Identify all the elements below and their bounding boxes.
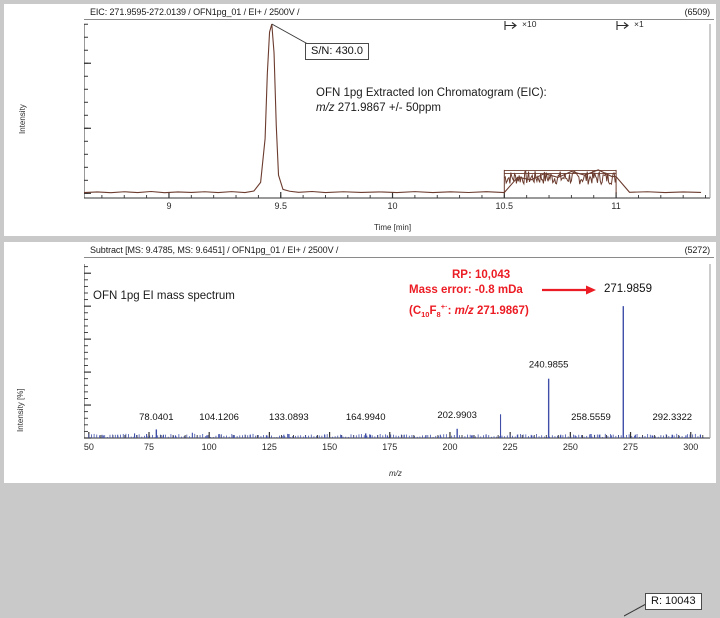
svg-text:125: 125 [262,442,277,452]
formula-element-f: F [429,304,437,317]
eic-header-rule [84,19,714,20]
ms-panel: Subtract [MS: 9.4785, MS: 9.6451] / OFN1… [4,242,716,617]
ms-x-axis-label: m/z [389,469,402,478]
svg-text:292.3322: 292.3322 [652,412,692,423]
base-peak-mz-label: 271.9859 [604,283,652,295]
ms-y-axis-label: Intensity [%] [16,388,25,432]
formula-sub-8: 8 [436,310,441,320]
svg-text:50: 50 [84,442,94,452]
eic-x-axis-label: Time [min] [374,223,412,232]
eic-magnification-x1-label: ×1 [634,19,644,29]
svg-text:300: 300 [683,442,698,452]
eic-annotation: OFN 1pg Extracted Ion Chromatogram (EIC)… [316,86,547,116]
formula-sub-10: 10 [421,310,430,320]
ms-chart-svg: 0255075100125507510012515017520022525027… [84,264,711,452]
svg-text:240.9855: 240.9855 [529,360,569,371]
ms-header-right: (5272) [684,245,711,255]
mass-error-arrow-icon [542,285,596,295]
svg-text:75: 75 [144,442,154,452]
svg-text:100: 100 [202,442,217,452]
formula-prefix: (C [409,304,422,317]
svg-text:250: 250 [563,442,578,452]
ms-header-rule [84,257,714,258]
formula-mz-italic: m/z [454,304,474,317]
svg-text:78.0401: 78.0401 [139,412,173,423]
ms-plot-area[interactable]: 0255075100125507510012515017520022525027… [84,258,712,454]
svg-text:175: 175 [382,442,397,452]
svg-text:202.9903: 202.9903 [437,410,477,421]
eic-header-right: (6509) [684,7,711,17]
resolving-power-annotation: RP: 10,043 [452,269,511,281]
formula-mz-value: 271.9867) [473,304,529,317]
ms-header-left: Subtract [MS: 9.4785, MS: 9.6451] / OFN1… [90,245,339,255]
svg-text:11: 11 [611,201,620,211]
mass-error-annotation: Mass error: -0.8 mDa [409,284,523,296]
signal-to-noise-label: S/N: 430.0 [305,43,369,60]
eic-annotation-mz-italic: m/z [316,102,335,114]
svg-text:104.1206: 104.1206 [199,412,239,423]
eic-annotation-line2: m/z 271.9867 +/- 50ppm [316,101,547,116]
svg-text:9.5: 9.5 [274,201,287,211]
eic-header-left: EIC: 271.9595-272.0139 / OFN1pg_01 / EI+… [90,7,300,17]
eic-magnification-x10 [504,20,550,31]
eic-panel: EIC: 271.9595-272.0139 / OFN1pg_01 / EI+… [4,4,716,236]
formula-separator: : [447,304,455,317]
svg-text:150: 150 [322,442,337,452]
svg-text:10: 10 [388,201,398,211]
svg-text:10.5: 10.5 [496,201,514,211]
svg-text:275: 275 [623,442,638,452]
resolution-label: R: 10043 [645,593,702,610]
svg-text:9: 9 [166,201,171,211]
svg-text:225: 225 [503,442,518,452]
ion-formula-annotation: (C10F8+·: m/z 271.9867) [409,299,529,322]
ms-title: OFN 1pg EI mass spectrum [93,290,235,302]
eic-y-axis-label: Intensity [18,104,27,134]
svg-text:133.0893: 133.0893 [269,412,309,423]
svg-text:164.9940: 164.9940 [346,412,386,423]
eic-magnification-x1 [616,20,662,31]
svg-text:200: 200 [442,442,457,452]
eic-annotation-mz-value: 271.9867 +/- 50ppm [334,102,441,114]
svg-text:258.5559: 258.5559 [571,412,611,423]
eic-magnification-x10-label: ×10 [522,19,537,29]
formula-charge: +· [440,302,448,311]
eic-annotation-line1: OFN 1pg Extracted Ion Chromatogram (EIC)… [316,87,547,99]
